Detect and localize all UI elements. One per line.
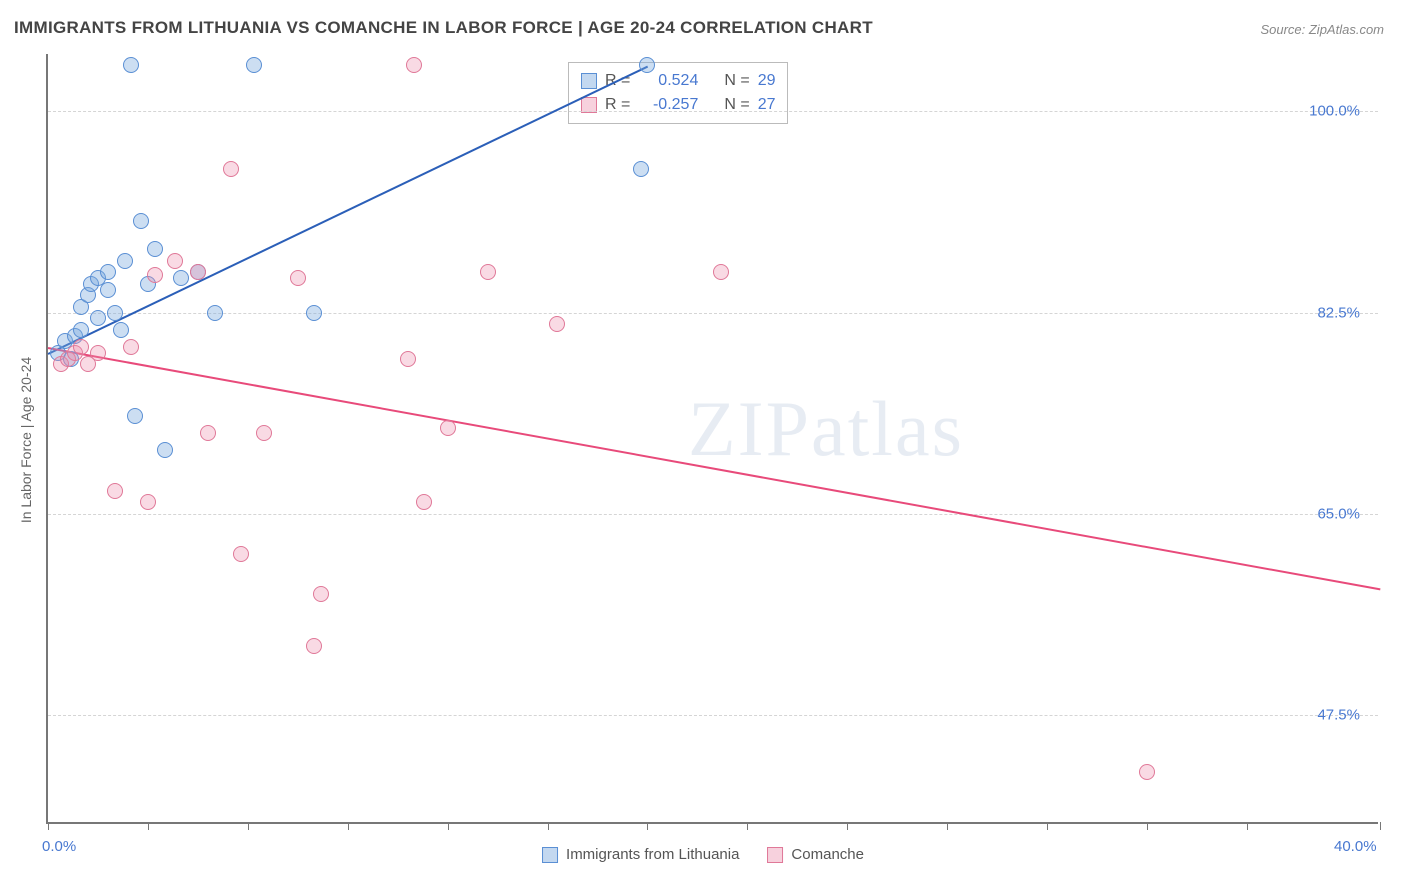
data-point-lithuania: [127, 408, 143, 424]
data-point-lithuania: [173, 270, 189, 286]
x-tick: [647, 822, 648, 830]
x-tick: [1380, 822, 1381, 830]
data-point-lithuania: [100, 264, 116, 280]
gridline: [48, 514, 1378, 515]
data-point-lithuania: [123, 57, 139, 73]
gridline: [48, 715, 1378, 716]
plot-area: ZIPatlas R =0.524N =29R =-0.257N =27 47.…: [46, 54, 1378, 824]
data-point-comanche: [306, 638, 322, 654]
source-attribution: Source: ZipAtlas.com: [1260, 22, 1384, 37]
legend-item: Immigrants from Lithuania: [542, 846, 739, 863]
x-tick-label: 0.0%: [42, 838, 76, 855]
data-point-lithuania: [147, 241, 163, 257]
data-point-comanche: [549, 316, 565, 332]
y-tick-label: 100.0%: [1309, 103, 1360, 120]
data-point-lithuania: [113, 322, 129, 338]
data-point-comanche: [440, 420, 456, 436]
data-point-comanche: [256, 425, 272, 441]
data-point-lithuania: [639, 57, 655, 73]
x-tick: [548, 822, 549, 830]
legend-item: Comanche: [767, 846, 864, 863]
x-tick: [747, 822, 748, 830]
data-point-lithuania: [157, 442, 173, 458]
data-point-lithuania: [633, 161, 649, 177]
data-point-comanche: [90, 345, 106, 361]
stat-n-value: 27: [758, 93, 776, 117]
data-point-lithuania: [100, 282, 116, 298]
data-point-comanche: [290, 270, 306, 286]
data-point-comanche: [1139, 764, 1155, 780]
data-point-comanche: [147, 267, 163, 283]
y-tick-label: 82.5%: [1317, 304, 1360, 321]
x-tick: [148, 822, 149, 830]
data-point-lithuania: [117, 253, 133, 269]
data-point-lithuania: [73, 322, 89, 338]
stats-row: R =0.524N =29: [581, 69, 775, 93]
legend-swatch: [767, 847, 783, 863]
y-tick-label: 47.5%: [1317, 706, 1360, 723]
stat-n-value: 29: [758, 69, 776, 93]
data-point-comanche: [406, 57, 422, 73]
x-tick: [248, 822, 249, 830]
legend-swatch: [542, 847, 558, 863]
data-point-comanche: [480, 264, 496, 280]
data-point-comanche: [167, 253, 183, 269]
y-axis-label: In Labor Force | Age 20-24: [18, 357, 34, 523]
data-point-comanche: [313, 586, 329, 602]
data-point-lithuania: [207, 305, 223, 321]
data-point-comanche: [223, 161, 239, 177]
data-point-lithuania: [306, 305, 322, 321]
data-point-lithuania: [246, 57, 262, 73]
correlation-chart: IMMIGRANTS FROM LITHUANIA VS COMANCHE IN…: [0, 0, 1406, 892]
legend-label: Comanche: [791, 846, 864, 863]
data-point-comanche: [713, 264, 729, 280]
legend-label: Immigrants from Lithuania: [566, 846, 739, 863]
data-point-lithuania: [90, 310, 106, 326]
chart-title: IMMIGRANTS FROM LITHUANIA VS COMANCHE IN…: [14, 18, 873, 38]
x-tick: [1147, 822, 1148, 830]
x-tick: [48, 822, 49, 830]
data-point-comanche: [107, 483, 123, 499]
data-point-comanche: [400, 351, 416, 367]
stats-legend-box: R =0.524N =29R =-0.257N =27: [568, 62, 788, 124]
data-point-lithuania: [133, 213, 149, 229]
data-point-comanche: [190, 264, 206, 280]
series-swatch: [581, 73, 597, 89]
data-point-comanche: [140, 494, 156, 510]
regression-line-lithuania: [48, 66, 648, 355]
x-tick: [847, 822, 848, 830]
data-point-comanche: [200, 425, 216, 441]
data-point-comanche: [416, 494, 432, 510]
series-legend: Immigrants from Lithuania Comanche: [542, 846, 864, 863]
x-tick: [1247, 822, 1248, 830]
x-tick: [348, 822, 349, 830]
stat-r-label: R =: [605, 93, 630, 117]
data-point-comanche: [73, 339, 89, 355]
data-point-comanche: [233, 546, 249, 562]
y-tick-label: 65.0%: [1317, 505, 1360, 522]
stat-n-label: N =: [724, 69, 749, 93]
gridline: [48, 111, 1378, 112]
x-tick: [947, 822, 948, 830]
data-point-comanche: [123, 339, 139, 355]
x-tick-label: 40.0%: [1334, 838, 1377, 855]
data-point-lithuania: [107, 305, 123, 321]
stat-r-value: -0.257: [638, 93, 698, 117]
gridline: [48, 313, 1378, 314]
x-tick: [1047, 822, 1048, 830]
stat-n-label: N =: [724, 93, 749, 117]
watermark: ZIPatlas: [688, 384, 964, 474]
stats-row: R = -0.257 N = 27: [581, 93, 775, 117]
x-tick: [448, 822, 449, 830]
